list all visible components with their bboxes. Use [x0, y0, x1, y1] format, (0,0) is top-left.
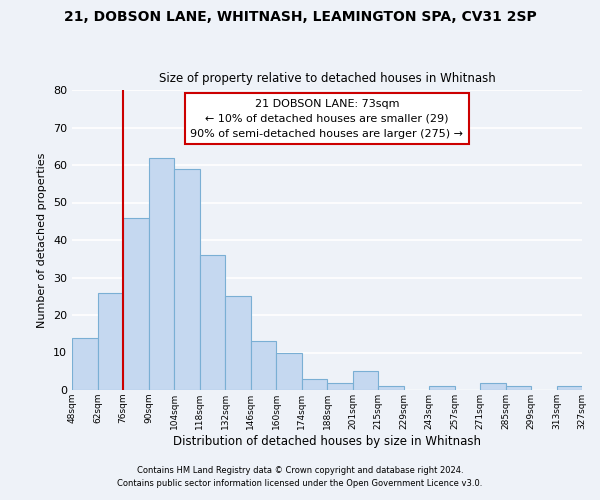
Bar	[123, 218, 149, 390]
Bar	[480, 382, 505, 390]
Bar	[199, 255, 225, 390]
Title: Size of property relative to detached houses in Whitnash: Size of property relative to detached ho…	[158, 72, 496, 85]
Y-axis label: Number of detached properties: Number of detached properties	[37, 152, 47, 328]
Bar	[327, 382, 353, 390]
Bar	[557, 386, 582, 390]
Bar	[149, 158, 174, 390]
Bar	[72, 338, 97, 390]
Bar	[174, 169, 199, 390]
Bar	[505, 386, 531, 390]
Bar	[97, 292, 123, 390]
Bar	[378, 386, 404, 390]
Text: 21 DOBSON LANE: 73sqm
← 10% of detached houses are smaller (29)
90% of semi-deta: 21 DOBSON LANE: 73sqm ← 10% of detached …	[191, 99, 464, 138]
Bar	[276, 352, 302, 390]
Text: Contains HM Land Registry data © Crown copyright and database right 2024.
Contai: Contains HM Land Registry data © Crown c…	[118, 466, 482, 487]
Bar	[429, 386, 455, 390]
Bar	[225, 296, 251, 390]
Bar	[302, 379, 327, 390]
Bar	[353, 371, 378, 390]
Bar	[251, 341, 276, 390]
X-axis label: Distribution of detached houses by size in Whitnash: Distribution of detached houses by size …	[173, 434, 481, 448]
Text: 21, DOBSON LANE, WHITNASH, LEAMINGTON SPA, CV31 2SP: 21, DOBSON LANE, WHITNASH, LEAMINGTON SP…	[64, 10, 536, 24]
